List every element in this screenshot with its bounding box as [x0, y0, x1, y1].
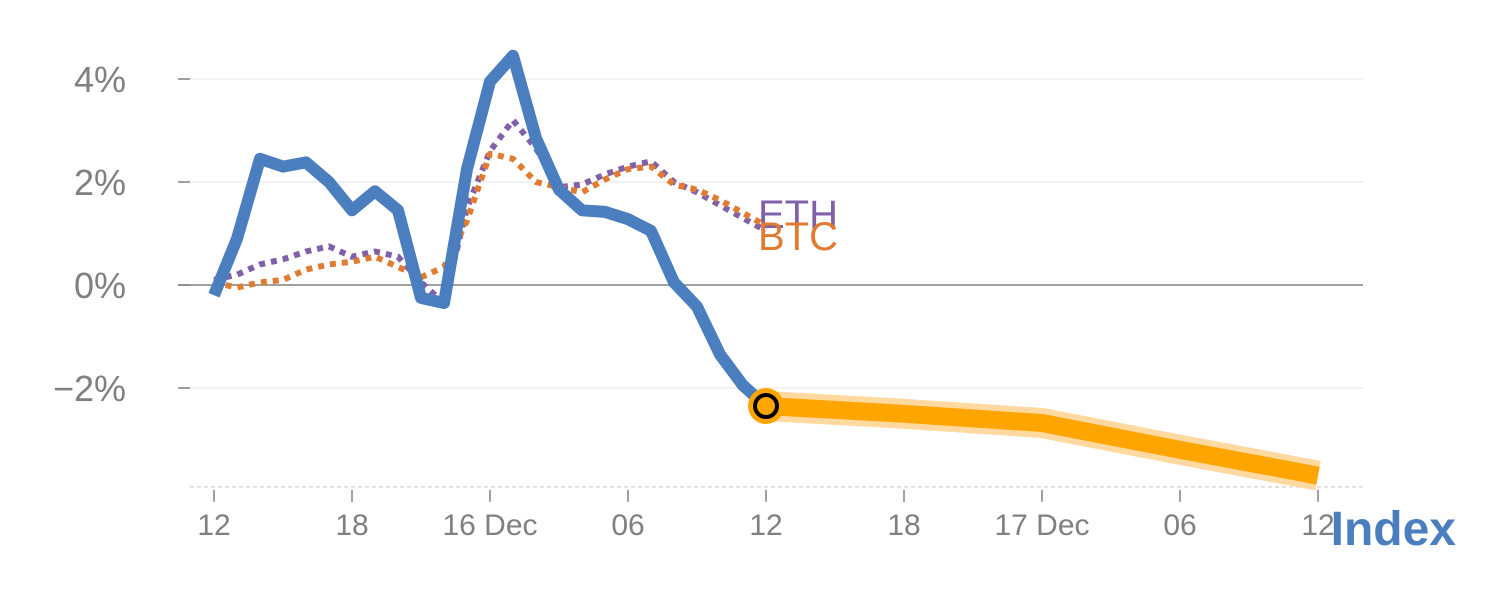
- series-label-btc: BTC: [758, 215, 838, 259]
- y-tick-label-3: −2%: [53, 368, 126, 409]
- x-tick-label-6: 17 Dec: [994, 509, 1089, 542]
- x-tick-label-5: 18: [887, 509, 920, 542]
- x-tick-label-0: 12: [197, 509, 230, 542]
- series-line-index: [208, 49, 771, 411]
- y-tick-label-0: 4%: [74, 59, 126, 100]
- series-label-index: Index: [1331, 503, 1457, 556]
- y-tick-label-1: 2%: [74, 162, 126, 203]
- x-axis: 12 18 16 Dec 06 12 18 17 Dec 06 12: [197, 489, 1335, 542]
- x-tick-label-2: 16 Dec: [442, 509, 537, 542]
- forecast-band-line: [765, 397, 1320, 485]
- y-axis: 4% 2% 0% −2%: [53, 59, 190, 409]
- series-label-eth: ETH: [758, 193, 838, 237]
- x-tick-label-8: 12: [1301, 509, 1334, 542]
- y-tick-label-2: 0%: [74, 265, 126, 306]
- x-tick-label-1: 18: [335, 509, 368, 542]
- x-tick-label-4: 12: [749, 509, 782, 542]
- series-layer: [208, 49, 1321, 491]
- grid-layer: [178, 78, 1363, 488]
- x-tick-label-7: 06: [1163, 509, 1196, 542]
- current-point-marker-inner: [753, 393, 779, 420]
- series-line-btc: [213, 150, 768, 291]
- x-tick-label-3: 06: [611, 509, 644, 542]
